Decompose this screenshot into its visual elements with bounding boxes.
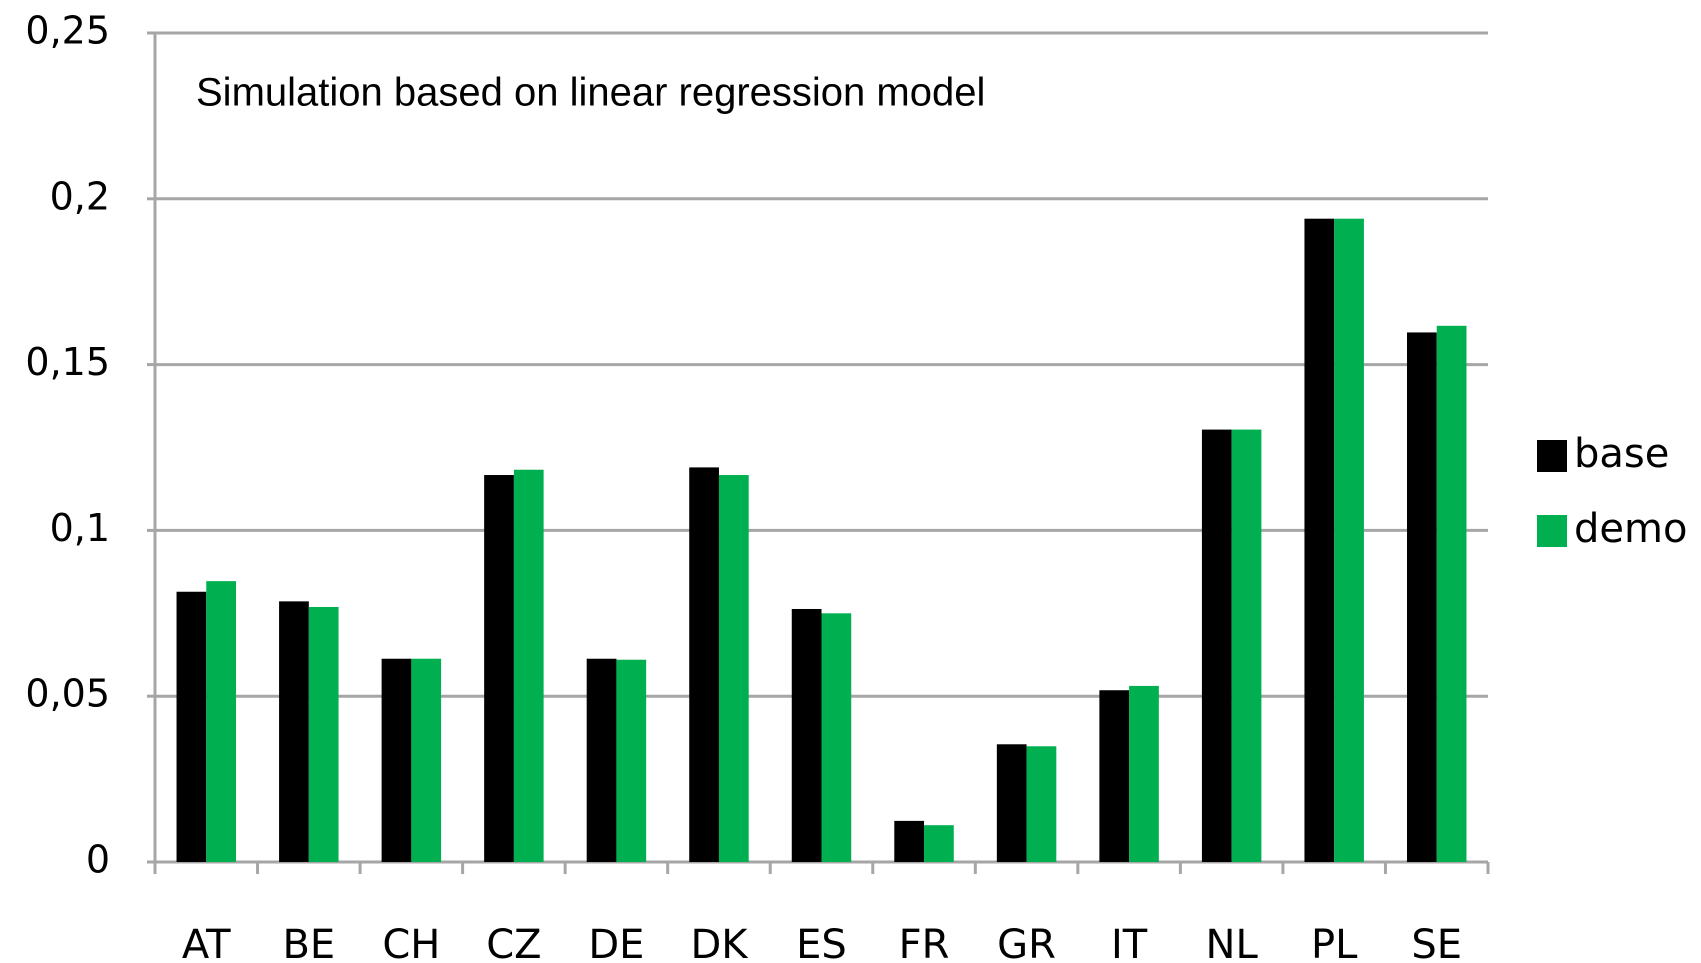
x-tick-label: PL <box>1311 922 1358 963</box>
bar <box>791 608 822 862</box>
bar <box>411 658 442 862</box>
bar <box>1099 690 1130 862</box>
bar <box>894 820 925 862</box>
bar <box>206 581 237 862</box>
legend-swatch <box>1537 440 1567 472</box>
bar <box>1026 746 1057 862</box>
legend-label: demo <box>1574 506 1687 552</box>
y-tick-label: 0,15 <box>25 340 110 384</box>
x-tick-label: FR <box>899 922 950 963</box>
bar <box>1436 325 1467 862</box>
y-tick-label: 0,1 <box>50 506 110 550</box>
bar <box>689 467 719 862</box>
bar <box>1129 685 1159 862</box>
bar <box>308 606 339 862</box>
y-tick-label: 0 <box>86 838 110 882</box>
bar <box>1406 332 1437 862</box>
bar <box>484 475 514 862</box>
bar <box>616 659 647 862</box>
legend-label: base <box>1574 431 1669 477</box>
bar <box>1231 429 1262 862</box>
x-tick-label: SE <box>1411 922 1462 963</box>
x-tick-label: DK <box>690 922 749 963</box>
annotation: Simulation based on linear regression mo… <box>196 71 985 115</box>
bar <box>821 613 852 862</box>
y-tick-label: 0,05 <box>25 672 110 716</box>
bar <box>718 475 749 862</box>
bar <box>513 469 544 862</box>
x-tick-label: NL <box>1206 922 1259 963</box>
x-tick-label: CZ <box>486 922 541 963</box>
bar <box>279 601 309 862</box>
legend-swatch <box>1537 515 1567 547</box>
bar <box>586 658 617 862</box>
x-tick-label: ES <box>796 922 847 963</box>
x-tick-label: BE <box>282 922 335 963</box>
x-tick-label: DE <box>588 922 644 963</box>
bar <box>1304 218 1335 863</box>
y-tick-label: 0,2 <box>50 174 110 218</box>
bar <box>381 658 412 862</box>
bar <box>1334 218 1364 863</box>
y-tick-label: 0,25 <box>25 9 110 53</box>
x-tick-label: GR <box>997 922 1056 963</box>
x-tick-label: CH <box>382 922 440 963</box>
x-tick-label: IT <box>1111 922 1148 963</box>
bar <box>176 591 207 862</box>
bar <box>996 744 1027 862</box>
bar <box>924 825 954 862</box>
bar <box>1201 429 1232 862</box>
x-tick-label: AT <box>182 922 231 963</box>
